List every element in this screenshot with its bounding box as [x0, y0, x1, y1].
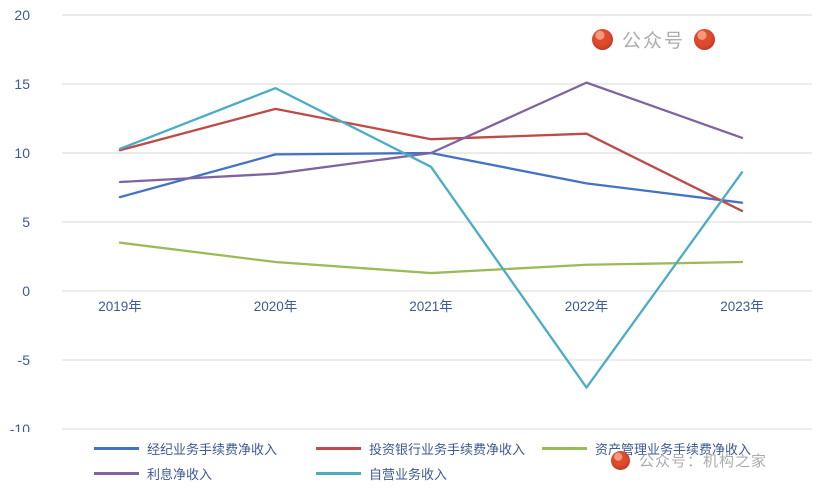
y-axis-tick-label: -5 — [18, 352, 31, 368]
legend-item-2: 资产管理业务手续费净收入 — [542, 439, 832, 458]
x-axis-category-label: 2020年 — [254, 299, 298, 314]
legend-item-3: 利息净收入 — [94, 464, 316, 483]
legend-label: 资产管理业务手续费净收入 — [595, 442, 752, 457]
x-axis-category-label: 2022年 — [565, 299, 609, 314]
y-axis-tick-label: 15 — [14, 76, 30, 92]
legend-item-0: 经纪业务手续费净收入 — [94, 439, 316, 458]
watermark-emoji-icon — [611, 451, 630, 470]
legend-swatch — [94, 472, 139, 475]
line-chart: 20 15 10 5 0 -5 -10 2019年 2020年 2021年 2022年 2023年 — [10, 7, 812, 432]
legend-row: 利息净收入 自营业务收入 — [0, 461, 832, 486]
legend-swatch — [316, 472, 361, 475]
x-axis-category-label: 2021年 — [409, 299, 453, 314]
legend-item-1: 投资银行业务手续费净收入 — [316, 439, 542, 458]
y-axis-tick-label: 20 — [14, 7, 30, 23]
series-line-4 — [118, 86, 744, 389]
legend-label: 利息净收入 — [147, 467, 213, 482]
legend-row: 经纪业务手续费净收入 投资银行业务手续费净收入 资产管理业务手续费净收入 — [0, 436, 832, 461]
legend-swatch — [542, 447, 587, 450]
chart-legend: 经纪业务手续费净收入 投资银行业务手续费净收入 资产管理业务手续费净收入利息净收入 自… — [0, 436, 832, 486]
legend-item-4: 自营业务收入 — [316, 464, 542, 483]
y-axis-tick-label: 10 — [14, 145, 30, 161]
y-axis-tick-label: 0 — [22, 283, 30, 299]
legend-label: 经纪业务手续费净收入 — [147, 442, 278, 457]
watermark-top-text: 公众号 — [622, 31, 686, 52]
series-line-1 — [118, 107, 744, 213]
watermark-emoji-icon — [694, 29, 716, 50]
series-line-2 — [118, 241, 744, 275]
legend-label: 投资银行业务手续费净收入 — [369, 442, 526, 457]
watermark-bottom-text: 公众号：机构之家 — [639, 453, 768, 470]
watermark-bottom: 公众号：机构之家 — [611, 450, 767, 471]
series-line-3 — [118, 81, 744, 184]
legend-label: 自营业务收入 — [369, 467, 448, 482]
legend-swatch — [316, 447, 361, 450]
x-axis-category-label: 2019年 — [98, 299, 142, 314]
legend-swatch — [94, 447, 139, 450]
watermark-emoji-icon — [592, 29, 613, 50]
y-axis-tick-label: -10 — [10, 421, 30, 432]
y-axis-tick-label: 5 — [22, 214, 30, 230]
x-axis-category-label: 2023年 — [720, 299, 764, 314]
watermark-top: 公众号 — [592, 26, 716, 53]
